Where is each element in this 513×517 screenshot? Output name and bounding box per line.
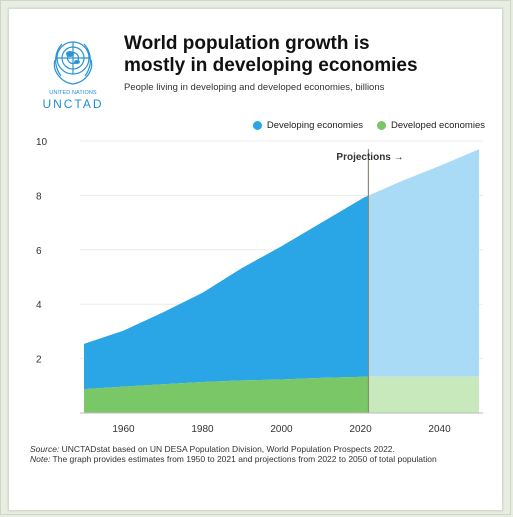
legend-item-developed: Developed economies: [376, 120, 485, 131]
title-line-2: mostly in developing economies: [124, 55, 418, 76]
legend-label-developing: Developing economies: [266, 120, 363, 131]
projections-label: Projections →: [336, 152, 403, 163]
source-text: UNCTADstat based on UN DESA Population D…: [59, 444, 395, 454]
title-line-1: World population growth is: [124, 33, 370, 54]
legend-swatch-developing: [252, 121, 262, 130]
y-tick-label-4: 4: [36, 300, 42, 311]
area-developed-projection: [368, 376, 479, 413]
x-tick-label-2020: 2020: [349, 424, 372, 435]
logo-org-line: UNITED NATIONS: [49, 90, 97, 96]
x-tick-label-1960: 1960: [112, 424, 135, 435]
chart-subtitle: People living in developing and develope…: [124, 82, 385, 93]
area-developing-projection: [368, 149, 479, 377]
logo-org-name: UNCTAD: [42, 97, 104, 111]
legend-swatch-developed: [376, 121, 386, 130]
y-tick-label-6: 6: [36, 246, 42, 257]
chart-legend: Developing economies Developed economies: [252, 120, 485, 131]
x-tick-label-1980: 1980: [191, 424, 214, 435]
note-text: The graph provides estimates from 1950 t…: [50, 454, 437, 464]
chart-footnote: Source: UNCTADstat based on UN DESA Popu…: [30, 444, 490, 464]
legend-item-developing: Developing economies: [252, 120, 363, 131]
source-note: Source: UNCTADstat based on UN DESA Popu…: [30, 444, 490, 454]
chart-title: World population growth is mostly in dev…: [124, 33, 484, 77]
y-tick-label-2: 2: [36, 355, 42, 366]
note-label: Note:: [30, 454, 51, 464]
source-label: Source:: [30, 444, 60, 454]
legend-label-developed: Developed economies: [390, 120, 485, 131]
y-tick-label-8: 8: [36, 191, 42, 202]
unctad-logo: UNITED NATIONS UNCTAD: [40, 30, 106, 114]
x-tick-label-2040: 2040: [428, 424, 451, 435]
y-tick-label-10: 10: [36, 137, 48, 148]
x-tick-label-2000: 2000: [270, 424, 293, 435]
area-developing-estimates: [84, 195, 369, 390]
area-developed-estimates: [84, 376, 369, 413]
method-note: Note: The graph provides estimates from …: [30, 454, 490, 464]
un-emblem-icon: [53, 41, 93, 85]
